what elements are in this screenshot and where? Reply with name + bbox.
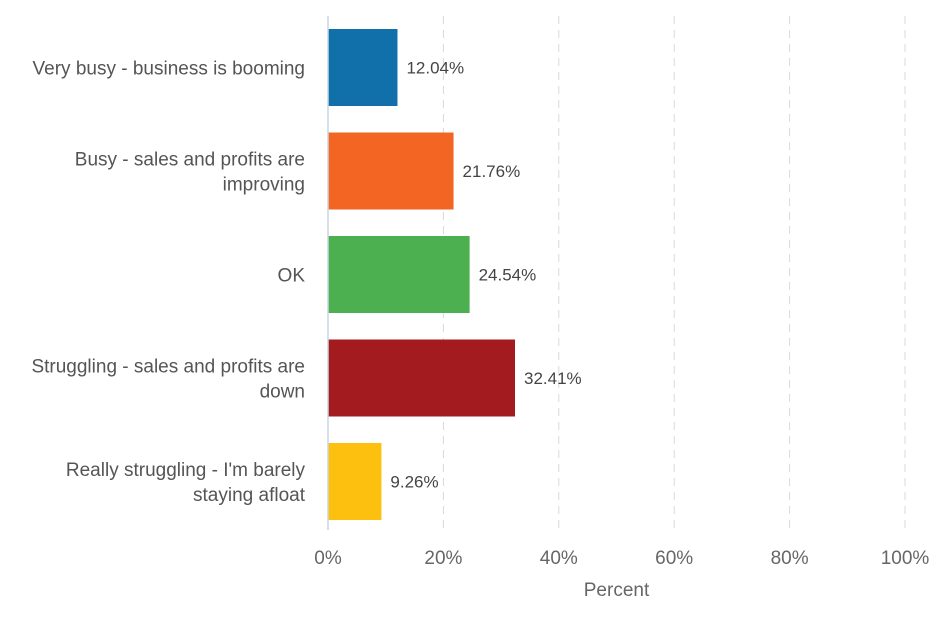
data-label-2: 24.54% <box>479 266 537 285</box>
data-label-3: 32.41% <box>524 369 582 388</box>
data-label-0: 12.04% <box>406 59 464 78</box>
category-labels: Very busy - business is booming Busy - sa… <box>31 59 305 507</box>
category-label-line: Really struggling - I'm barely <box>66 460 306 481</box>
category-label-line: improving <box>223 175 305 196</box>
x-tick-label-0: 0% <box>314 548 342 569</box>
x-tick-labels: 0% 20% 40% 60% 80% 100% <box>314 548 929 569</box>
category-label-line: Very busy - business is booming <box>33 59 305 80</box>
category-label-line: down <box>260 382 305 403</box>
x-tick-label-60: 60% <box>655 548 693 569</box>
bars <box>328 29 516 520</box>
bar-1[interactable] <box>328 132 454 210</box>
data-label-4: 9.26% <box>390 473 438 492</box>
x-tick-label-40: 40% <box>540 548 578 569</box>
bar-3[interactable] <box>328 339 516 417</box>
category-label-4: Really struggling - I'm barely staying af… <box>66 460 306 506</box>
data-label-1: 21.76% <box>463 162 521 181</box>
x-tick-label-100: 100% <box>881 548 930 569</box>
bar-0[interactable] <box>328 29 398 106</box>
bar-2[interactable] <box>328 236 470 313</box>
category-label-line: Busy - sales and profits are <box>75 150 305 171</box>
bar-4[interactable] <box>328 443 382 520</box>
category-label-line: staying afloat <box>193 485 306 506</box>
x-tick-label-80: 80% <box>771 548 809 569</box>
x-axis-title: Percent <box>584 580 650 601</box>
category-label-line: OK <box>278 266 306 287</box>
data-labels: 12.04% 21.76% 24.54% 32.41% 9.26% <box>390 59 581 492</box>
category-label-0: Very busy - business is booming <box>33 59 305 80</box>
category-label-3: Struggling - sales and profits are down <box>31 357 305 403</box>
x-tick-label-20: 20% <box>424 548 462 569</box>
category-label-1: Busy - sales and profits are improving <box>75 150 305 196</box>
category-label-2: OK <box>278 266 306 287</box>
category-label-line: Struggling - sales and profits are <box>31 357 305 378</box>
